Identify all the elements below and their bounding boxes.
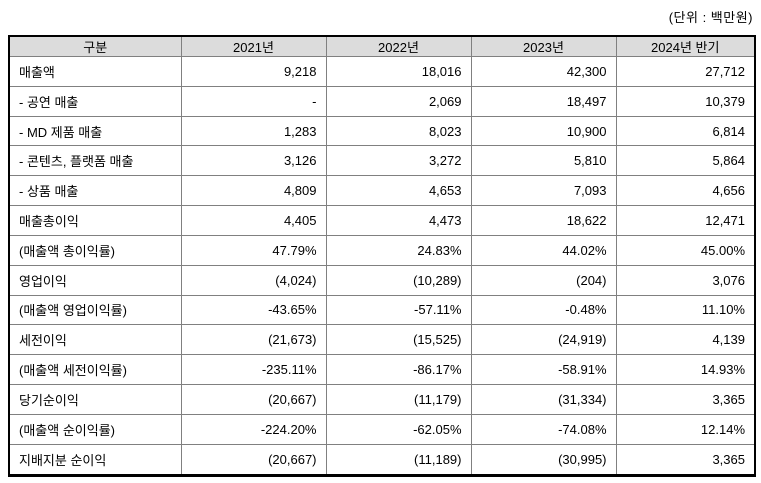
row-label: - 공연 매출 [8,85,182,117]
cell-value: (11,179) [325,383,472,415]
cell-value: 7,093 [470,175,617,207]
cell-value: 8,023 [325,115,472,147]
table-row: 당기순이익 (20,667) (11,179) (31,334) 3,365 [8,383,756,415]
row-label: 영업이익 [8,264,182,296]
unit-note: (단위 : 백만원) [668,10,753,25]
cell-value: -235.11% [180,354,327,385]
cell-value: 3,272 [325,145,472,177]
row-label: (매출액 순이익률) [8,413,182,445]
cell-value: 3,365 [615,383,756,415]
column-header-2024h: 2024년 반기 [615,35,756,57]
row-label: 지배지분 순이익 [8,443,182,477]
table-row: 세전이익 (21,673) (15,525) (24,919) 4,139 [8,324,756,356]
cell-value: (31,334) [470,383,617,415]
cell-value: 18,497 [470,85,617,117]
cell-value: 45.00% [615,234,756,266]
cell-value: 42,300 [470,56,617,87]
cell-value: 1,283 [180,115,327,147]
cell-value: 6,814 [615,115,756,147]
row-label: - 상품 매출 [8,175,182,207]
row-label: - 콘텐츠, 플랫폼 매출 [8,145,182,177]
cell-value: - [180,85,327,117]
row-label: 매출총이익 [8,205,182,236]
table-row: 영업이익 (4,024) (10,289) (204) 3,076 [8,264,756,296]
cell-value: 4,656 [615,175,756,207]
cell-value: 3,076 [615,264,756,296]
cell-value: (204) [470,264,617,296]
cell-value: (10,289) [325,264,472,296]
column-header-2023: 2023년 [470,35,617,57]
cell-value: (20,667) [180,443,327,477]
cell-value: 24.83% [325,234,472,266]
column-header-2022: 2022년 [325,35,472,57]
cell-value: -74.08% [470,413,617,445]
cell-value: (24,919) [470,324,617,356]
cell-value: 10,900 [470,115,617,147]
cell-value: (20,667) [180,383,327,415]
cell-value: (4,024) [180,264,327,296]
cell-value: -57.11% [325,294,472,326]
table-row: 매출액 9,218 18,016 42,300 27,712 [8,56,756,87]
cell-value: 5,864 [615,145,756,177]
cell-value: 18,622 [470,205,617,236]
cell-value: (21,673) [180,324,327,356]
cell-value: 11.10% [615,294,756,326]
cell-value: 4,473 [325,205,472,236]
table-row: - 콘텐츠, 플랫폼 매출 3,126 3,272 5,810 5,864 [8,145,756,177]
column-header-2021: 2021년 [180,35,327,57]
row-label: (매출액 영업이익률) [8,294,182,326]
cell-value: 10,379 [615,85,756,117]
cell-value: 27,712 [615,56,756,87]
cell-value: 18,016 [325,56,472,87]
cell-value: 4,139 [615,324,756,356]
cell-value: 4,405 [180,205,327,236]
cell-value: 3,365 [615,443,756,477]
table-row: 매출총이익 4,405 4,473 18,622 12,471 [8,205,756,236]
cell-value: (30,995) [470,443,617,477]
table-row: - 상품 매출 4,809 4,653 7,093 4,656 [8,175,756,207]
cell-value: 2,069 [325,85,472,117]
cell-value: 4,809 [180,175,327,207]
financial-table: 구분 2021년 2022년 2023년 2024년 반기 매출액 9,218 18… [8,35,756,477]
table-row: (매출액 세전이익률) -235.11% -86.17% -58.91% 14.93% [8,354,756,385]
cell-value: 4,653 [325,175,472,207]
row-label: (매출액 세전이익률) [8,354,182,385]
cell-value: 12,471 [615,205,756,236]
row-label: - MD 제품 매출 [8,115,182,147]
cell-value: -62.05% [325,413,472,445]
cell-value: 9,218 [180,56,327,87]
row-label: 세전이익 [8,324,182,356]
cell-value: 3,126 [180,145,327,177]
cell-value: (15,525) [325,324,472,356]
column-header-category: 구분 [8,35,182,57]
cell-value: 5,810 [470,145,617,177]
cell-value: 14.93% [615,354,756,385]
row-label: 당기순이익 [8,383,182,415]
cell-value: -224.20% [180,413,327,445]
cell-value: 12.14% [615,413,756,445]
table-row: - 공연 매출 -2,069 18,497 10,379 [8,85,756,117]
table-row: (매출액 영업이익률) -43.65% -57.11% -0.48% 11.10% [8,294,756,326]
header-row: 구분 2021년 2022년 2023년 2024년 반기 [8,35,756,57]
cell-value: (11,189) [325,443,472,477]
cell-value: -58.91% [470,354,617,385]
row-label: 매출액 [8,56,182,87]
table-row: (매출액 총이익률) 47.79% 24.83% 44.02% 45.00% [8,234,756,266]
table-row: 지배지분 순이익 (20,667) (11,189) (30,995) 3,365 [8,443,756,477]
cell-value: 47.79% [180,234,327,266]
cell-value: -86.17% [325,354,472,385]
cell-value: 44.02% [470,234,617,266]
row-label: (매출액 총이익률) [8,234,182,266]
table-row: (매출액 순이익률) -224.20% -62.05% -74.08% 12.14% [8,413,756,445]
cell-value: -0.48% [470,294,617,326]
table-row: - MD 제품 매출 1,283 8,023 10,900 6,814 [8,115,756,147]
cell-value: -43.65% [180,294,327,326]
